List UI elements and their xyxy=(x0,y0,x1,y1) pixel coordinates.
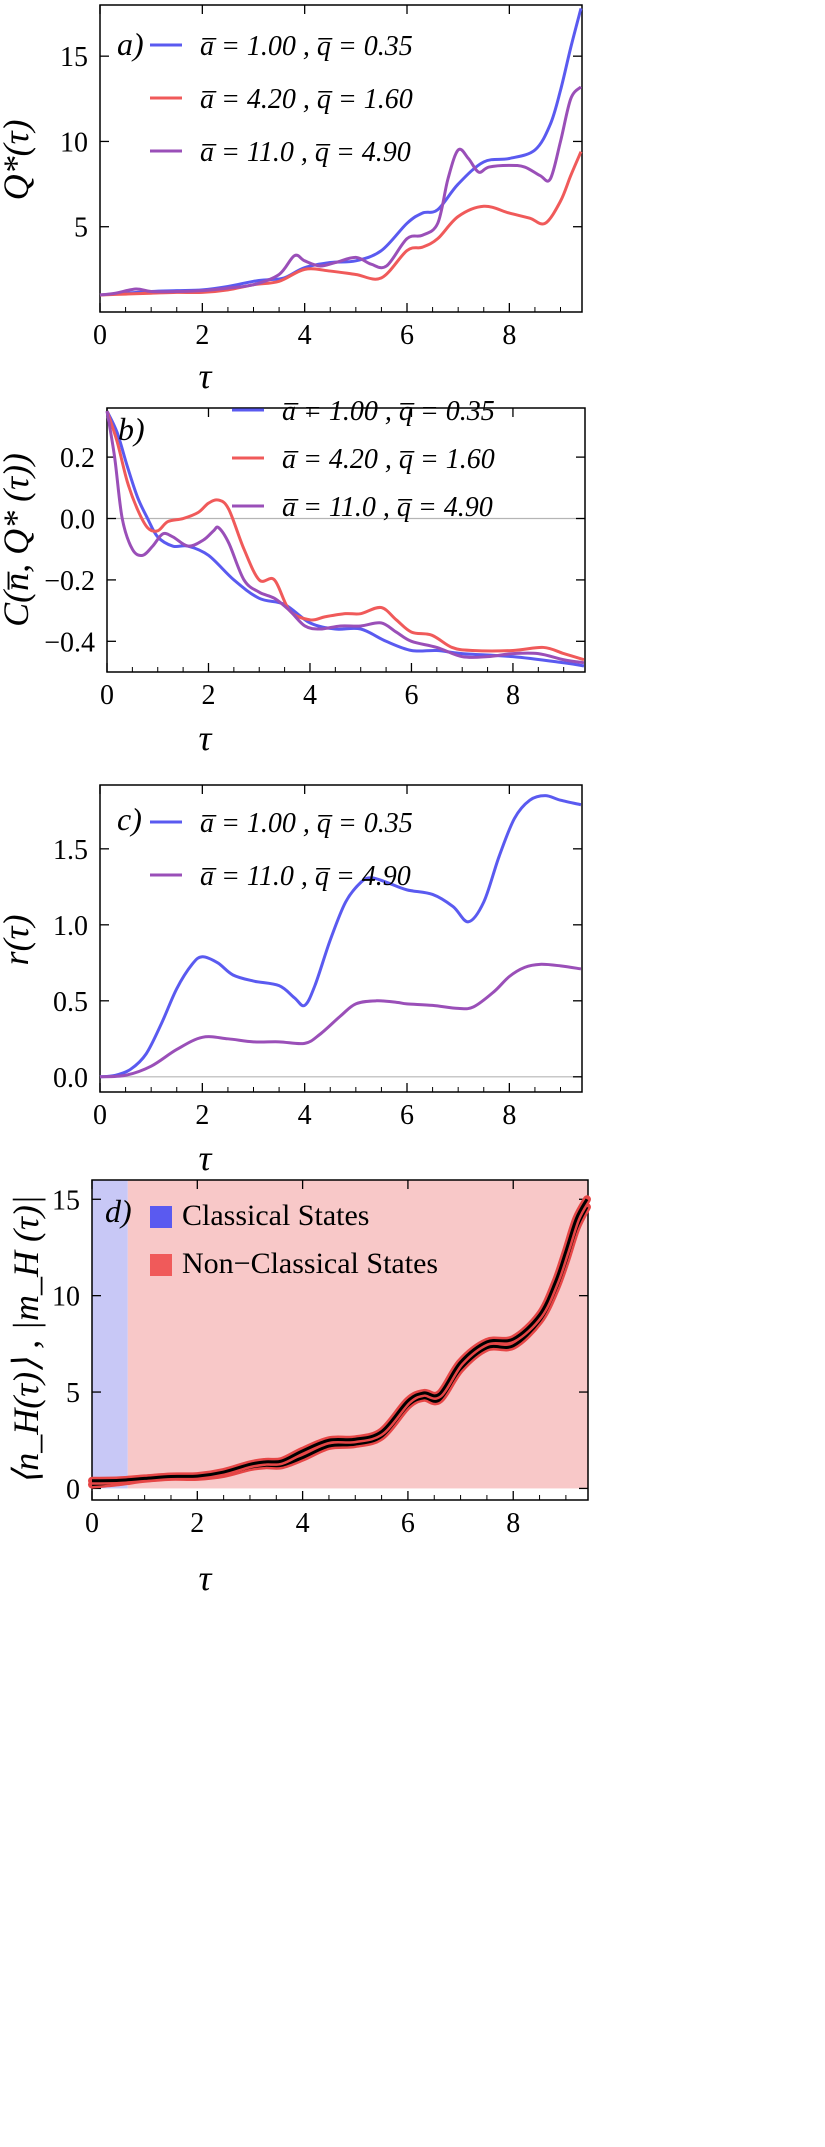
y-tick-label: 15 xyxy=(60,42,88,73)
panel-label: c) xyxy=(117,801,142,837)
legend: a̅ = 1.00 , q̅ = 0.35 a̅ = 4.20 , q̅ = 1.… xyxy=(232,396,495,523)
legend-entry: a̅ = 11.0 , q̅ = 4.90 xyxy=(282,492,493,523)
x-tick-label: 6 xyxy=(400,1100,414,1131)
legend: a̅ = 1.00 , q̅ = 0.35 a̅ = 11.0 , q̅ = 4.… xyxy=(150,808,413,892)
series-line-2 xyxy=(105,410,585,665)
x-axis-title: τ xyxy=(199,1138,213,1178)
legend-entry: Classical States xyxy=(182,1199,369,1232)
plot-frame xyxy=(91,1179,589,1501)
x-tick-label: 6 xyxy=(404,680,418,711)
panel-b: 0 2 4 6 8 −0.4 −0.2 0.0 0.2 τ C(n̅, Q* (τ)) b) a̅ = … xyxy=(0,396,586,758)
y-axis-title: Q*(τ) xyxy=(0,120,36,201)
y-tick-label: −0.4 xyxy=(44,627,95,658)
plot-frame xyxy=(106,407,586,673)
legend-entry: a̅ = 4.20 , q̅ = 1.60 xyxy=(282,444,495,475)
legend-entry: a̅ = 1.00 , q̅ = 0.35 xyxy=(200,31,413,62)
x-axis-title: τ xyxy=(199,356,213,396)
x-tick-label: 0 xyxy=(85,1508,99,1539)
legend-entry: Non−Classical States xyxy=(182,1247,438,1280)
series-line-1 xyxy=(99,151,583,297)
y-tick-label: 10 xyxy=(52,1282,80,1313)
x-tick-label: 4 xyxy=(303,680,317,711)
legend-entry: a̅ = 11.0 , q̅ = 4.90 xyxy=(200,137,411,168)
legend-entry: a̅ = 1.00 , q̅ = 0.35 xyxy=(200,808,413,839)
panel-label: a) xyxy=(117,26,144,62)
y-axis-title: r(τ) xyxy=(0,915,36,966)
y-tick-label: 0 xyxy=(66,1474,80,1505)
x-axis-title: τ xyxy=(199,718,213,758)
legend-swatch xyxy=(150,1206,172,1228)
y-tick-label: 0.5 xyxy=(53,987,88,1018)
y-tick-label: 10 xyxy=(60,127,88,158)
x-tick-label: 8 xyxy=(506,680,520,711)
x-tick-label: 4 xyxy=(298,320,312,351)
x-tick-label: 6 xyxy=(401,1508,415,1539)
y-tick-label: 15 xyxy=(52,1185,80,1216)
y-tick-label: 0.0 xyxy=(60,505,95,536)
x-tick-label: 2 xyxy=(195,320,209,351)
y-axis-title: ⟨n_H(τ)⟩ , |m_H (τ)| xyxy=(6,1195,46,1485)
y-tick-label: 1.0 xyxy=(53,911,88,942)
x-tick-label: 2 xyxy=(195,1100,209,1131)
legend: Classical States Non−Classical States xyxy=(150,1199,438,1280)
legend: a̅ = 1.00 , q̅ = 0.35 a̅ = 4.20 , q̅ = 1.… xyxy=(150,31,413,168)
region-classical xyxy=(92,1180,128,1489)
series-line-1 xyxy=(91,1198,589,1483)
x-tick-label: 0 xyxy=(93,1100,107,1131)
x-tick-label: 6 xyxy=(400,320,414,351)
y-tick-label: −0.2 xyxy=(44,566,95,597)
x-tick-label: 0 xyxy=(100,680,114,711)
series-line-1 xyxy=(105,410,585,662)
panel-label: b) xyxy=(118,411,145,447)
x-tick-label: 8 xyxy=(506,1508,520,1539)
series-line-0 xyxy=(99,794,582,1079)
y-tick-label: 0.2 xyxy=(60,443,95,474)
plot-frame xyxy=(99,784,583,1093)
y-tick-label: 5 xyxy=(74,213,88,244)
x-tick-label: 2 xyxy=(190,1508,204,1539)
legend-entry: a̅ = 4.20 , q̅ = 1.60 xyxy=(200,84,413,115)
x-tick-label: 2 xyxy=(201,680,215,711)
legend-entry: a̅ = 1.00 , q̅ = 0.35 xyxy=(282,396,495,427)
plot-frame xyxy=(99,4,583,313)
panel-label: d) xyxy=(105,1193,132,1229)
panel-c: 0 2 4 6 80.00.51.01.5τr(τ)c) a̅ = 1.00 , q̅ =… xyxy=(0,784,583,1178)
x-tick-label: 0 xyxy=(93,320,107,351)
y-tick-label: 1.5 xyxy=(53,835,88,866)
y-axis-title: C(n̅, Q* (τ)) xyxy=(0,453,36,627)
x-tick-label: 4 xyxy=(298,1100,312,1131)
series-line-1 xyxy=(99,962,582,1079)
y-tick-label: 0.0 xyxy=(53,1063,88,1094)
x-tick-label: 8 xyxy=(502,1100,516,1131)
panel-d: 0 2 4 6 8 0 5 10 15 τ ⟨n_H(τ)⟩ , |m_H (τ)| d) Classi… xyxy=(6,1179,591,1598)
x-tick-label: 4 xyxy=(296,1508,310,1539)
y-tick-label: 5 xyxy=(66,1378,80,1409)
legend-swatch xyxy=(150,1254,172,1276)
x-tick-label: 8 xyxy=(502,320,516,351)
legend-entry: a̅ = 11.0 , q̅ = 4.90 xyxy=(200,861,411,892)
x-axis-title: τ xyxy=(199,1558,213,1598)
series-line-2 xyxy=(99,85,583,297)
